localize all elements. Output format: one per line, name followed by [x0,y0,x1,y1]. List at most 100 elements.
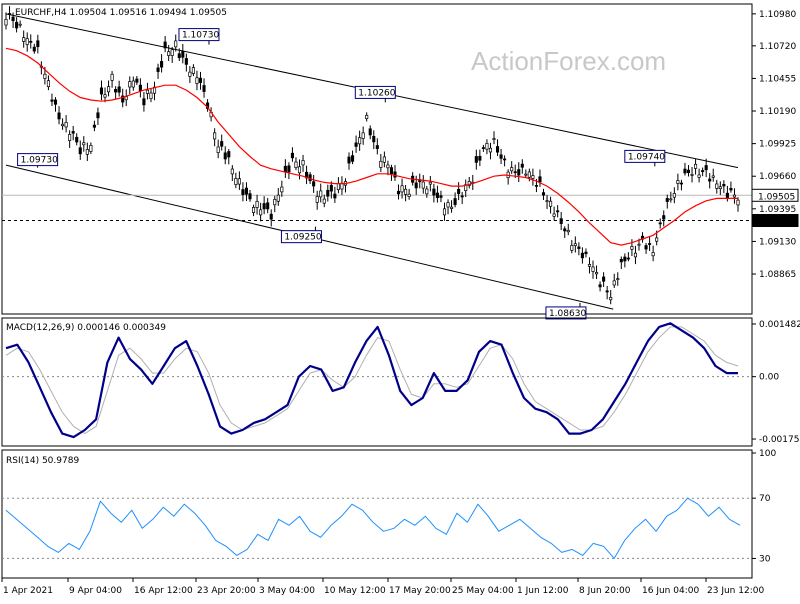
candle-body [259,209,263,216]
candle-body [393,171,397,178]
candle-body [400,185,404,193]
candle-body [580,252,584,259]
candle-body [450,206,454,209]
time-tick-label: 23 Jun 12:00 [707,586,764,596]
annotation-box [17,153,59,167]
candle-body [361,132,365,139]
candle-body [375,145,379,149]
candle-body [297,166,302,174]
candle-body [474,156,478,163]
candle-body [82,142,86,146]
macd-ytick-label: 0.001482 [759,320,800,330]
candle-body [573,243,577,246]
candle-body [584,251,588,255]
candle-body [43,73,47,79]
candle-body [711,175,715,178]
candle-body [446,202,450,208]
candle-body [326,189,330,197]
candle-body [114,89,118,93]
candle-body [85,149,89,155]
candle-body [322,198,326,204]
candle-body [556,210,560,213]
candle-body [312,181,316,187]
candle-body [117,86,121,93]
candle-body [389,167,393,175]
candle-body [534,185,538,187]
candle-body [308,174,312,182]
candle-body [665,198,669,202]
price-ytick-label: 1.09395 [759,205,796,215]
candle-body [36,40,40,48]
candle-body [202,85,206,92]
candle-body [92,124,96,128]
candle-body [694,163,698,169]
candle-body [347,156,351,164]
time-tick-label: 16 Apr 12:00 [134,586,193,596]
candle-body [372,135,376,143]
candle-body [485,143,489,150]
candle-body [283,165,287,173]
candle-body [651,252,655,257]
moving-average-line [5,47,738,246]
candle-body [319,190,323,198]
candle-body [128,81,132,88]
candle-body [630,246,634,250]
candle-body [124,96,128,101]
candle-body [107,86,111,93]
candle-body [121,95,125,103]
time-tick-label: 1 Apr 2021 [3,586,53,596]
candle-body [679,182,683,185]
candle-body [251,207,256,213]
candle-body [149,92,153,100]
candle-body [549,200,553,207]
candle-body [425,188,429,195]
candle-body [46,80,50,88]
annotation-label: 1.08630 [549,309,586,319]
candle-body [365,114,369,119]
rsi-title: RSI(14) 50.9789 [6,456,79,466]
candle-body [276,194,280,202]
candle-body [170,49,174,56]
candle-body [61,123,65,127]
candle-body [453,198,457,205]
candle-body [605,290,609,293]
candle-body [725,192,729,199]
candle-body [598,284,602,288]
candle-body [75,136,79,143]
time-tick-label: 3 May 04:00 [259,586,315,596]
candle-body [524,173,528,176]
annotation-box [545,306,587,320]
candle-body [577,246,581,249]
candle-body [619,258,623,263]
candle-body [421,181,425,189]
annotation-box [280,230,322,244]
candle-body [351,155,355,162]
time-tick-label: 23 Apr 20:00 [197,586,256,596]
candle-body [50,99,54,102]
candle-body [566,230,570,233]
candle-body [736,199,740,206]
candle-body [644,245,648,250]
candle-body [633,252,637,258]
candle-body [273,199,277,206]
candle-body [234,178,238,185]
annotation-box [178,28,220,42]
candle-body [637,243,641,246]
candle-body [57,112,61,120]
macd-ytick-label: 0.00 [759,373,779,383]
candle-body [237,178,241,185]
candle-body [96,112,100,119]
candle-body [495,146,500,153]
candle-body [697,174,701,178]
time-axis: 1 Apr 2021 9 Apr 04:00 16 Apr 12:00 23 Apr … [1,578,764,596]
candle-body [517,169,521,176]
candle-body [729,188,733,191]
candle-body [432,188,436,196]
candle-body [184,58,188,65]
annotation-box [354,85,396,99]
candle-body [110,73,114,81]
rsi-ytick-label: 30 [759,554,771,564]
current-price-tag-label: 1.09505 [758,192,795,202]
